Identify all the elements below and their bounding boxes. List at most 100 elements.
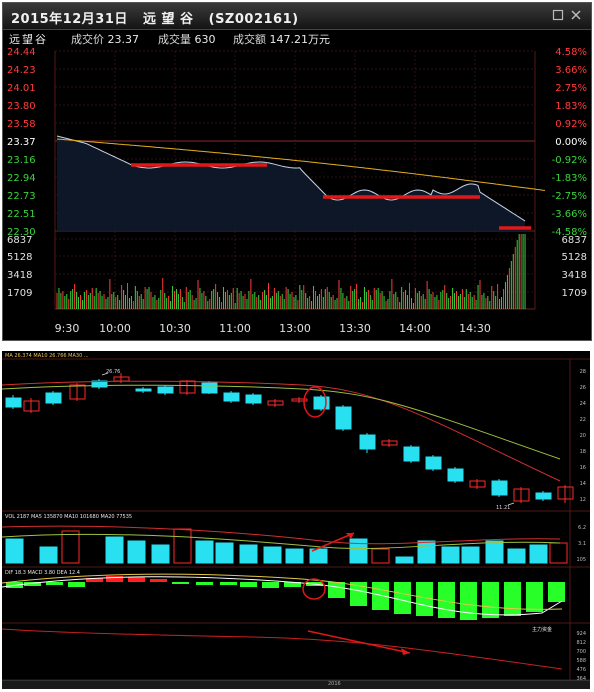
volume-value: 630	[194, 33, 216, 46]
candle	[135, 388, 152, 392]
volume-tick-label: 6837	[7, 235, 32, 246]
volume-axis-label: 105	[576, 557, 586, 563]
candle	[535, 492, 552, 500]
quote-info-bar: 远望谷 成交价 23.37 成交量 630 成交额 147.21万元	[3, 30, 591, 46]
macd-bar	[416, 582, 433, 616]
pct-tick-label: -3.66%	[552, 209, 587, 220]
volume-bar	[263, 546, 282, 564]
price-tick-label: 24.01	[7, 83, 36, 94]
close-icon[interactable]	[569, 8, 583, 22]
candle	[5, 397, 22, 408]
macd-bar	[460, 582, 477, 620]
candle	[91, 380, 108, 388]
kline-header: MA 26.374 MA10 26.766 MA30 ...	[5, 353, 89, 359]
price-tick-label: 24.23	[7, 65, 36, 76]
price-tick-label: 23.37	[7, 137, 36, 148]
volume-tick-label: 3418	[7, 270, 32, 281]
info-stock-name: 远望谷	[9, 33, 48, 46]
pct-tick-label: -4.58%	[552, 227, 587, 238]
candle	[381, 440, 398, 446]
arrow-head	[401, 648, 410, 655]
volume-bar	[173, 528, 192, 564]
price-axis-label: 28	[580, 369, 586, 375]
volume-bar	[395, 556, 414, 564]
volume-bar	[417, 540, 436, 564]
title-stock-name: 远 望 谷	[142, 12, 194, 27]
maximize-icon[interactable]	[551, 8, 565, 22]
volume-bar	[151, 544, 170, 564]
price-axis-label: 26	[580, 385, 586, 391]
daily-kline-chart[interactable]: 28 26 24 22 20 18 16 14 12 6.2 3.1 105 924 812 700 588 4…	[2, 351, 590, 689]
candle	[245, 394, 262, 404]
amount-label: 成交额	[233, 33, 266, 46]
info-volume: 成交量 630	[158, 31, 216, 47]
volume-bar	[461, 546, 480, 564]
macd-bar	[394, 582, 411, 614]
capital-axis-label: 700	[576, 649, 586, 655]
volume-bar	[285, 548, 304, 564]
candle	[425, 456, 442, 470]
macd-bar	[150, 579, 167, 582]
macd-bar	[262, 582, 279, 588]
pct-tick-label: 4.58%	[555, 47, 587, 58]
macd-bar	[240, 582, 257, 587]
high-label: 26.76	[106, 369, 121, 375]
intraday-chart[interactable]: 24.44 24.23 24.01 23.80 23.58 23.37 23.16 22.94…	[3, 46, 591, 340]
average-price-line	[56, 138, 546, 191]
price-axis-label: 16	[580, 465, 586, 471]
price-tick-label: 22.94	[7, 173, 36, 184]
candle	[313, 396, 330, 410]
volume-bar	[195, 540, 214, 564]
volume-bar	[507, 548, 526, 564]
price-tick-label: 24.44	[7, 47, 36, 58]
title-stock-code: (SZ002161)	[208, 12, 299, 27]
price-tick-label: 23.80	[7, 101, 36, 112]
price-axis-label: 24	[580, 401, 586, 407]
dea-line	[2, 573, 563, 610]
candle	[557, 486, 574, 500]
volume-axis-label: 3.1	[578, 541, 586, 547]
volume-bar	[61, 530, 80, 564]
volume-bar	[39, 546, 58, 564]
macd-bar	[350, 582, 367, 606]
bottom-year-label: 2016	[328, 681, 341, 687]
candle	[267, 400, 284, 406]
pct-tick-label: 3.66%	[555, 65, 587, 76]
trend-arrow	[307, 630, 411, 654]
volume-bar	[127, 540, 146, 564]
price-axis-label: 22	[580, 417, 586, 423]
macd-bar	[196, 582, 213, 585]
info-amount: 成交额 147.21万元	[233, 31, 330, 47]
candle	[491, 480, 508, 496]
price-tick-label: 23.16	[7, 155, 36, 166]
price-axis-label: 14	[580, 481, 586, 487]
time-tick-label: 9:30	[55, 322, 80, 335]
volume-tick-label-right: 3418	[562, 270, 587, 281]
price-axis-label: 12	[580, 497, 586, 503]
time-tick-label: 10:30	[159, 322, 191, 335]
price-axis-label: 18	[580, 449, 586, 455]
time-tick-label: 14:30	[459, 322, 491, 335]
pct-tick-label: 0.00%	[555, 137, 587, 148]
macd-bar	[68, 582, 85, 587]
capital-axis-label: 364	[576, 676, 586, 682]
candle	[23, 400, 40, 412]
window-titlebar[interactable]: 2015年12月31日 远 望 谷 (SZ002161)	[3, 3, 591, 30]
volume-bar	[549, 542, 568, 564]
volume-bar	[5, 538, 24, 564]
pct-tick-label: -2.75%	[552, 191, 587, 202]
pct-tick-label: -1.83%	[552, 173, 587, 184]
candle	[469, 480, 486, 488]
candle	[157, 386, 174, 394]
volume-label: 成交量	[158, 33, 191, 46]
title-date: 2015年12月31日	[11, 12, 128, 27]
price-tick-label: 22.73	[7, 191, 36, 202]
capital-panel-label: 主力资金	[532, 627, 553, 633]
volume-bar	[485, 540, 504, 564]
info-price: 成交价 23.37	[71, 31, 139, 47]
price-value: 23.37	[107, 33, 140, 46]
price-area	[57, 136, 526, 231]
macd-bar	[526, 582, 543, 612]
candle	[447, 468, 464, 482]
volume-bar	[529, 544, 548, 564]
